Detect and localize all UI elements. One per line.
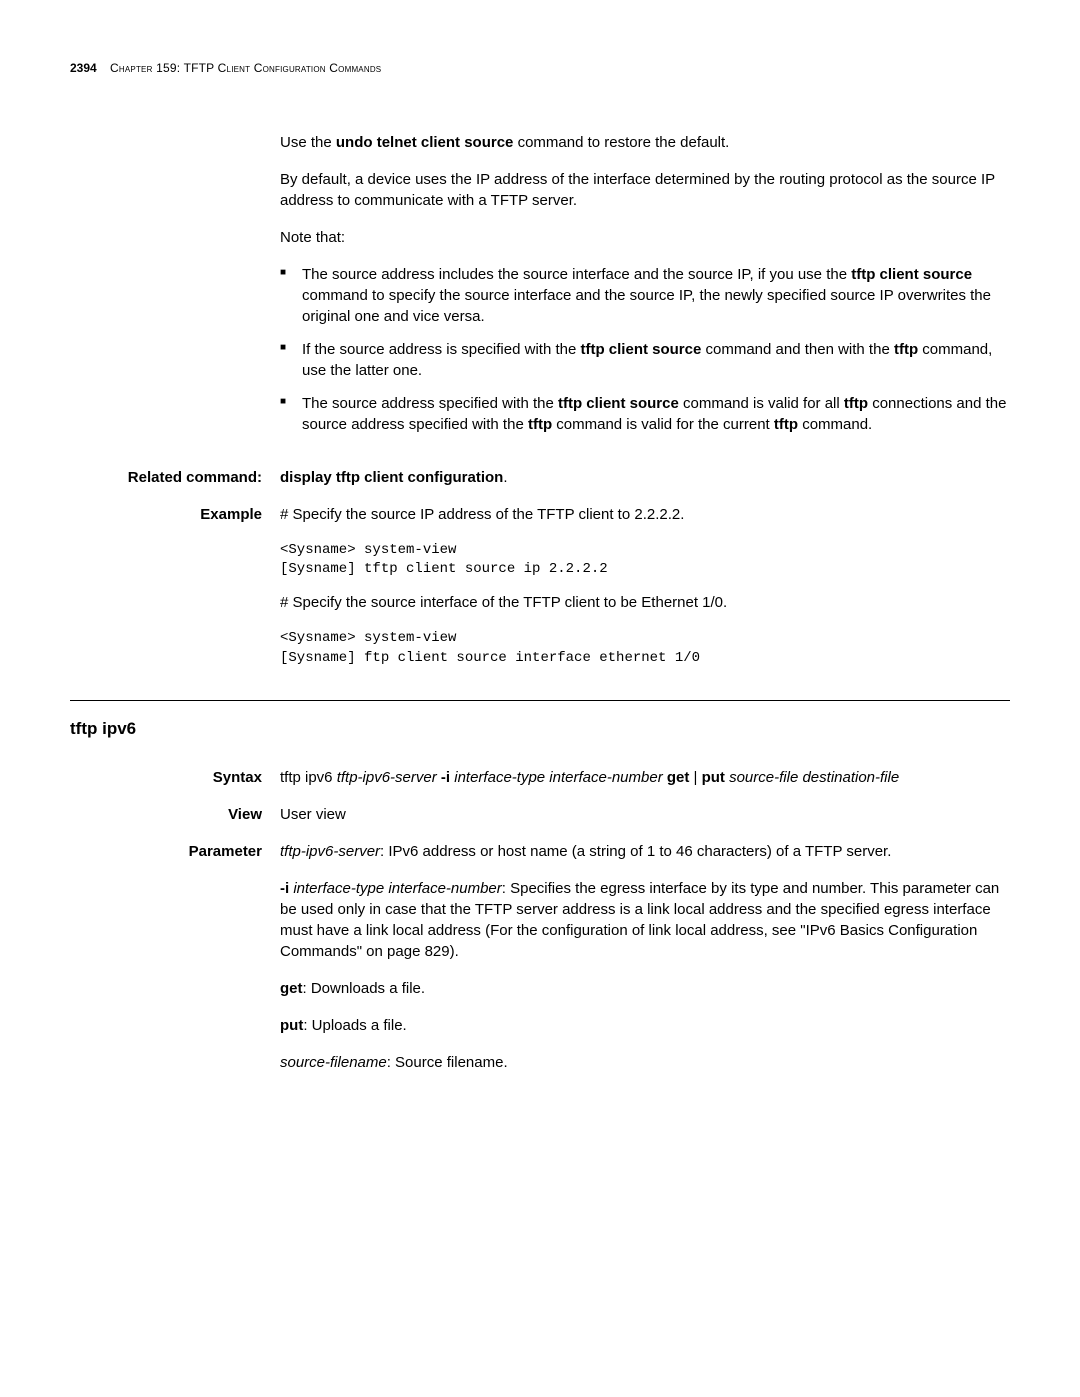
example-body: # Specify the source IP address of the T… <box>280 504 1010 680</box>
bold-text: tftp client source <box>558 395 679 412</box>
bold-text: tftp <box>528 416 552 433</box>
italic-text: interface-type interface-number <box>289 880 502 897</box>
related-command-body: display tftp client configuration. <box>280 467 1010 488</box>
text: : Source filename. <box>387 1054 508 1071</box>
parameter-label: Parameter <box>70 841 280 1089</box>
syntax-row: Syntax tftp ipv6 tftp-ipv6-server -i int… <box>70 767 1010 788</box>
text: command is valid for the current <box>552 416 774 433</box>
section-heading: tftp ipv6 <box>70 717 1010 741</box>
bullet-item: The source address specified with the tf… <box>280 393 1010 435</box>
related-command-text: display tftp client configuration <box>280 469 503 486</box>
document-page: 2394 Chapter 159: TFTP Client Configurat… <box>0 0 1080 1397</box>
code-block: <Sysname> system-view [Sysname] tftp cli… <box>280 541 1010 580</box>
related-command-row: Related command: display tftp client con… <box>70 467 1010 488</box>
param-line: -i interface-type interface-number: Spec… <box>280 878 1010 962</box>
text: If the source address is specified with … <box>302 341 580 358</box>
bold-text: tftp <box>774 416 798 433</box>
text: Use the <box>280 134 336 151</box>
bold-text: tftp client source <box>580 341 701 358</box>
note-bullets: The source address includes the source i… <box>280 264 1010 435</box>
text: : Downloads a file. <box>303 980 426 997</box>
bold-text: undo telnet client source <box>336 134 514 151</box>
italic-text: tftp-ipv6-server <box>280 843 380 860</box>
param-line: tftp-ipv6-server: IPv6 address or host n… <box>280 841 1010 862</box>
bold-text: tftp <box>894 341 918 358</box>
text: | <box>689 769 701 786</box>
bullet-item: The source address includes the source i… <box>280 264 1010 327</box>
default-para: By default, a device uses the IP address… <box>280 169 1010 211</box>
text: : IPv6 address or host name (a string of… <box>380 843 891 860</box>
syntax-body: tftp ipv6 tftp-ipv6-server -i interface-… <box>280 767 1010 788</box>
text: . <box>503 469 507 486</box>
text: command to restore the default. <box>513 134 729 151</box>
intro-block: Use the undo telnet client source comman… <box>70 132 1010 451</box>
section-divider <box>70 700 1010 701</box>
view-label: View <box>70 804 280 825</box>
example-line: # Specify the source IP address of the T… <box>280 504 1010 525</box>
example-row: Example # Specify the source IP address … <box>70 504 1010 680</box>
param-line: source-filename: Source filename. <box>280 1052 1010 1073</box>
text: The source address includes the source i… <box>302 266 851 283</box>
text: command and then with the <box>701 341 894 358</box>
bold-text: put <box>702 769 725 786</box>
bold-text: get <box>280 980 303 997</box>
note-label: Note that: <box>280 227 1010 248</box>
example-line: # Specify the source interface of the TF… <box>280 592 1010 613</box>
page-number: 2394 <box>70 61 97 75</box>
bold-text: -i <box>441 769 450 786</box>
param-line: put: Uploads a file. <box>280 1015 1010 1036</box>
text: : Uploads a file. <box>303 1017 406 1034</box>
bullet-item: If the source address is specified with … <box>280 339 1010 381</box>
bold-text: put <box>280 1017 303 1034</box>
chapter-title: Chapter 159: TFTP Client Configuration C… <box>110 61 381 75</box>
text: command is valid for all <box>679 395 844 412</box>
italic-text: interface-type interface-number <box>454 769 662 786</box>
intro-body: Use the undo telnet client source comman… <box>280 132 1010 451</box>
bold-text: tftp <box>844 395 868 412</box>
italic-text: tftp-ipv6-server <box>337 769 437 786</box>
empty-label <box>70 132 280 451</box>
code-block: <Sysname> system-view [Sysname] ftp clie… <box>280 629 1010 668</box>
undo-line: Use the undo telnet client source comman… <box>280 132 1010 153</box>
italic-text: destination-file <box>802 769 899 786</box>
bold-text: tftp client source <box>851 266 972 283</box>
bold-text: -i <box>280 880 289 897</box>
text: tftp ipv6 <box>280 769 337 786</box>
syntax-label: Syntax <box>70 767 280 788</box>
italic-text: source-file <box>729 769 798 786</box>
view-body: User view <box>280 804 1010 825</box>
italic-text: source-filename <box>280 1054 387 1071</box>
view-row: View User view <box>70 804 1010 825</box>
param-line: get: Downloads a file. <box>280 978 1010 999</box>
text: The source address specified with the <box>302 395 558 412</box>
text: command to specify the source interface … <box>302 287 991 325</box>
text: command. <box>798 416 872 433</box>
related-command-label: Related command: <box>70 467 280 488</box>
parameter-row: Parameter tftp-ipv6-server: IPv6 address… <box>70 841 1010 1089</box>
page-header: 2394 Chapter 159: TFTP Client Configurat… <box>70 60 1010 77</box>
parameter-body: tftp-ipv6-server: IPv6 address or host n… <box>280 841 1010 1089</box>
bold-text: get <box>667 769 690 786</box>
example-label: Example <box>70 504 280 680</box>
